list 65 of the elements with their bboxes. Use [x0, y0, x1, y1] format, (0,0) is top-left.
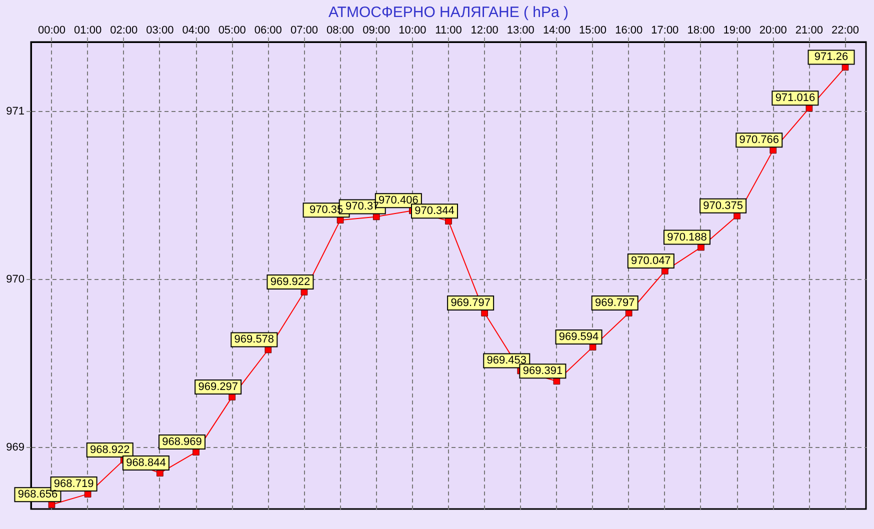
data-label: 968.969	[162, 436, 202, 448]
data-label: 969.594	[558, 331, 599, 344]
point	[481, 310, 488, 316]
point	[156, 470, 164, 476]
point	[372, 213, 380, 220]
point	[770, 146, 777, 154]
data-label: 970.375	[703, 200, 743, 212]
x-tick-label: 04:00	[182, 24, 210, 36]
data-label: 970.344	[414, 205, 454, 218]
point	[192, 448, 200, 456]
x-tick-label: 19:00	[723, 24, 751, 36]
x-tick-label: 14:00	[542, 24, 570, 36]
chart-title: АТМОСФЕРНО НАЛЯГАНЕ ( hPa )	[328, 4, 569, 21]
x-tick-label: 16:00	[615, 24, 643, 36]
x-tick-label: 07:00	[290, 24, 318, 36]
x-tick-label: 22:00	[831, 24, 860, 36]
data-label: 968.656	[18, 488, 58, 501]
point	[264, 346, 272, 354]
data-label: 969.797	[594, 296, 635, 309]
x-tick-label: 12:00	[470, 24, 498, 36]
data-label: 970.37	[346, 200, 380, 213]
data-label: 968.719	[54, 478, 94, 490]
data-label: 971.26	[814, 51, 848, 64]
point	[553, 378, 560, 385]
data-label: 969.578	[234, 334, 274, 346]
data-label: 969.922	[270, 276, 310, 288]
point	[336, 216, 344, 224]
x-tick-label: 01:00	[74, 24, 102, 36]
point	[300, 288, 308, 296]
x-tick-label: 08:00	[326, 24, 354, 36]
x-tick-label: 00:00	[38, 24, 66, 36]
y-tick-label: 971	[6, 105, 24, 118]
x-tick-label: 06:00	[254, 24, 282, 36]
data-label: 969.391	[522, 365, 563, 378]
y-tick-label: 969	[6, 441, 24, 454]
x-tick-label: 18:00	[687, 24, 715, 36]
data-label: 971.016	[775, 92, 816, 104]
x-tick-label: 13:00	[506, 24, 534, 36]
point	[228, 394, 236, 400]
x-tick-label: 15:00	[579, 24, 607, 36]
point	[806, 104, 813, 112]
data-label: 970.047	[631, 254, 671, 267]
x-tick-label: 21:00	[795, 24, 823, 36]
x-tick-label: 05:00	[218, 24, 246, 36]
point	[589, 344, 596, 350]
x-tick-label: 11:00	[435, 24, 462, 36]
data-label: 969.297	[198, 380, 238, 393]
x-tick-label: 09:00	[362, 24, 390, 36]
point	[84, 490, 92, 498]
y-tick-label: 970	[6, 273, 24, 286]
point	[625, 310, 632, 316]
data-label: 969.453	[486, 354, 527, 367]
x-tick-label: 17:00	[651, 24, 679, 36]
x-tick-label: 02:00	[110, 24, 138, 36]
data-label: 970.766	[739, 134, 780, 146]
data-label: 968.844	[126, 457, 166, 470]
data-label: 968.922	[90, 444, 130, 456]
point	[445, 218, 452, 224]
point	[662, 268, 668, 274]
data-label: 970.406	[378, 194, 418, 207]
data-label: 969.797	[450, 296, 490, 309]
x-tick-label: 20:00	[759, 24, 787, 36]
x-tick-label: 10:00	[398, 24, 426, 36]
data-label: 970.188	[667, 231, 707, 244]
x-tick-label: 03:00	[146, 24, 174, 36]
